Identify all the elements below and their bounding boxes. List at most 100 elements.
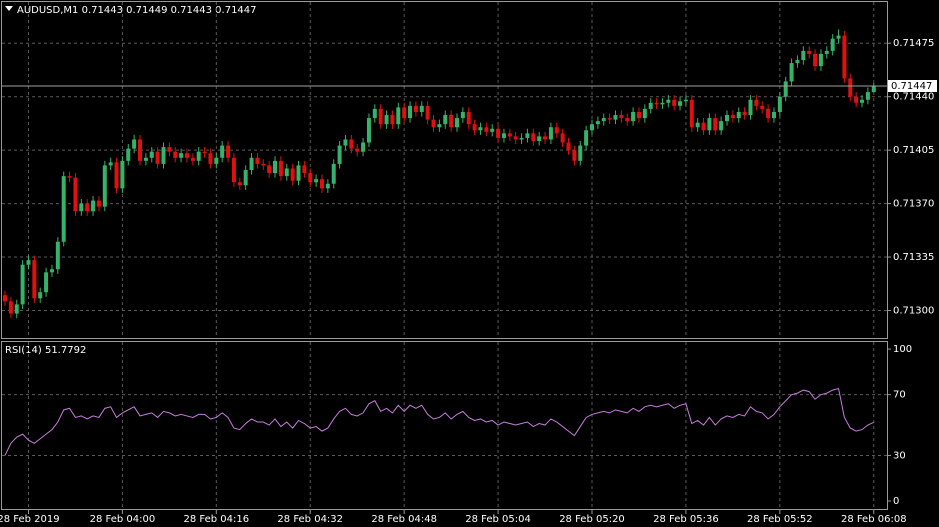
candle-body (660, 102, 665, 105)
candle-body (748, 99, 753, 116)
candle-body (425, 105, 430, 120)
x-tick-label: 28 Feb 04:32 (277, 514, 343, 525)
candle-body (314, 179, 319, 183)
candle-body (584, 130, 589, 146)
candle-body (355, 148, 360, 152)
candle-body (91, 200, 96, 212)
candle-body (707, 118, 712, 131)
candle-body (519, 137, 524, 140)
candle-body (449, 115, 454, 128)
x-tick-label: 28 Feb 2019 (0, 514, 60, 525)
candle-body (807, 50, 812, 54)
candle-body (114, 162, 119, 189)
candle-body (32, 260, 37, 299)
candle-body (560, 133, 565, 143)
candle-body (789, 63, 794, 82)
candle-body (572, 150, 577, 161)
rsi-panel-frame (1, 341, 888, 510)
candle-body (871, 86, 876, 93)
candle-body (648, 102, 653, 109)
candle-body (173, 151, 178, 158)
rsi-line (4, 387, 874, 456)
candle-body (496, 128, 501, 138)
candle-body (501, 133, 506, 138)
candle-body (349, 139, 354, 149)
candle-body (26, 260, 31, 265)
candle-body (408, 105, 413, 119)
candle-body (742, 111, 747, 116)
candle-body (208, 153, 213, 164)
candle-body (413, 105, 418, 112)
candle-body (813, 53, 818, 67)
candle-body (102, 165, 107, 207)
candle-body (226, 145, 231, 158)
candle-body (836, 35, 841, 39)
candle-body (507, 133, 512, 137)
current-price-label: 0.71447 (891, 81, 932, 92)
candle-body (478, 127, 483, 131)
candle-body (296, 165, 301, 181)
candle-body (155, 151, 160, 164)
candle-body (531, 133, 536, 141)
y-tick-label: 70 (893, 390, 906, 401)
candle-body (138, 139, 143, 161)
x-tick-label: 28 Feb 04:16 (184, 514, 250, 525)
candle-body (284, 168, 289, 177)
candle-body (701, 122, 706, 131)
candle-body (824, 50, 829, 54)
candle-body (161, 147, 166, 164)
candle-body (378, 108, 383, 125)
candle-body (525, 133, 530, 138)
candle-body (590, 124, 594, 131)
candle-body (179, 153, 184, 158)
chart-title: AUDUSD,M1 0.71443 0.71449 0.71443 0.7144… (17, 5, 257, 16)
rsi-title: RSI(14) 51.7792 (5, 345, 86, 356)
candle-body (730, 115, 735, 119)
candle-body (337, 145, 342, 164)
candle-body (719, 121, 724, 131)
candle-body (20, 264, 25, 305)
candle-body (273, 160, 278, 174)
candle-body (308, 173, 313, 183)
candle-body (343, 139, 348, 146)
candle-body (190, 157, 195, 161)
y-tick-label: 0.71440 (893, 92, 934, 103)
candle-body (361, 142, 366, 152)
x-tick-label: 28 Feb 06:08 (841, 514, 907, 525)
candle-body (443, 115, 448, 125)
candle-body (149, 151, 154, 158)
candle-body (548, 127, 553, 140)
candle-body (842, 35, 847, 79)
candle-body (695, 122, 700, 128)
candle-body (237, 182, 242, 186)
candle-body (231, 157, 236, 183)
candle-body (167, 147, 172, 152)
candle-body (3, 295, 7, 302)
candle-body (61, 176, 66, 242)
candle-body (8, 301, 13, 314)
candle-body (795, 60, 800, 64)
candle-body (302, 165, 307, 174)
candle-body (49, 269, 54, 273)
candle-body (631, 111, 636, 122)
candle-body (261, 163, 266, 166)
candle-body (132, 139, 137, 149)
y-tick-label: 0.71300 (893, 306, 934, 317)
candle-body (830, 38, 835, 51)
candle-body (566, 142, 571, 151)
y-tick-label: 0.71335 (893, 252, 934, 263)
x-tick-label: 28 Feb 05:20 (559, 514, 625, 525)
candle-body (513, 136, 518, 140)
candle-body (14, 304, 19, 314)
candle-body (543, 136, 548, 140)
y-tick-label: 0.71370 (893, 199, 934, 210)
candle-body (73, 177, 78, 212)
candle-body (865, 92, 870, 100)
x-tick-label: 28 Feb 04:48 (371, 514, 437, 525)
symbol-menu-icon[interactable] (5, 6, 13, 11)
candle-body (672, 99, 677, 106)
candle-body (55, 241, 60, 270)
candle-body (44, 272, 49, 293)
